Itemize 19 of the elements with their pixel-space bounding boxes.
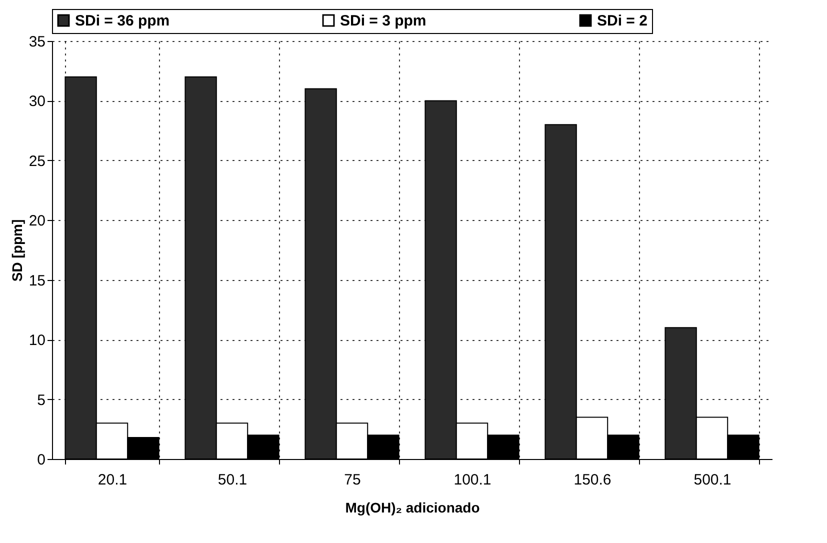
x-tick-label: 20.1 <box>98 472 128 488</box>
y-tick-label: 30 <box>28 93 46 110</box>
x-tick-label: 150.6 <box>574 472 612 488</box>
y-tick-label: 10 <box>28 332 46 350</box>
y-tick-label: 0 <box>37 452 46 468</box>
x-tick-label: 75 <box>344 472 361 488</box>
x-tick-label: 100.1 <box>454 472 492 488</box>
x-axis-title: Mg(OH)₂ adicionado <box>345 500 480 516</box>
y-tick-label: 20 <box>28 212 46 230</box>
y-tick-label: 25 <box>28 152 46 170</box>
legend-label: SDi = 3 ppm <box>340 12 426 30</box>
x-tick-label: 500.1 <box>694 472 732 488</box>
y-tick-label: 15 <box>28 272 46 290</box>
y-tick-label: 5 <box>37 392 46 409</box>
y-axis-title: SD [ppm] <box>8 219 25 282</box>
y-tick-label: 35 <box>28 34 46 50</box>
legend-label: SDi = 36 ppm <box>75 12 170 30</box>
legend-label: SDi = 2 <box>597 12 648 30</box>
x-tick-label: 50.1 <box>218 472 248 488</box>
